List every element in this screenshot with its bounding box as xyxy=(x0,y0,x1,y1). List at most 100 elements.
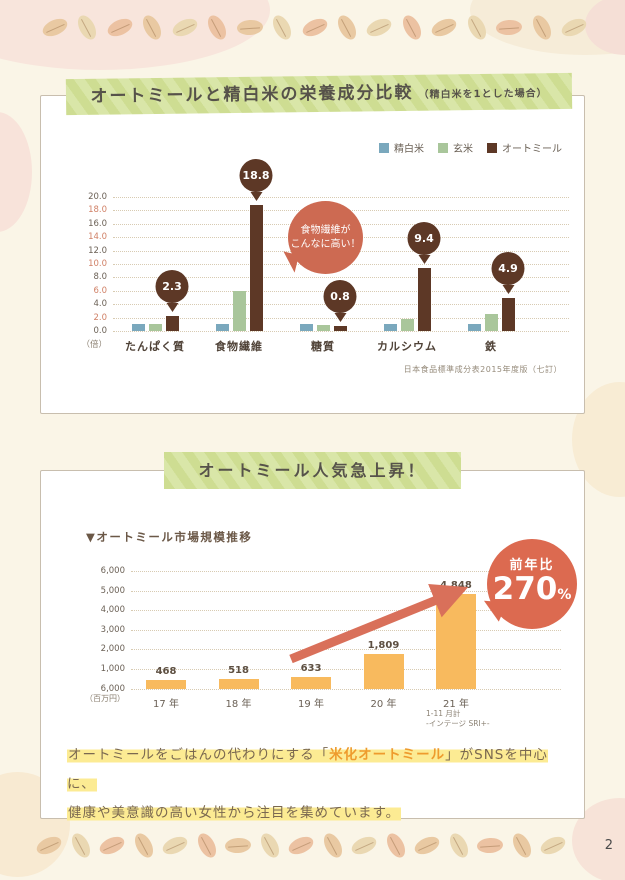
x-axis-label: 21 年 xyxy=(443,699,469,710)
bar-group-17 年: 468 17 年 xyxy=(130,571,202,710)
grain-icon xyxy=(429,14,460,40)
bar-group-たんぱく質: 2.3 たんぱく質 xyxy=(113,197,197,353)
y-tick-label: 4,000 xyxy=(100,605,125,616)
legend-label: 玄米 xyxy=(453,144,473,155)
category-label: 鉄 xyxy=(485,340,497,353)
bar-玄米 xyxy=(232,290,246,331)
chart2-y-axis: 6,000 5,000 4,000 3,000 2,000 1,000 6,000 xyxy=(41,566,125,694)
x-axis-label: 17 年 xyxy=(153,699,179,710)
nutrition-banner-subtitle: （精白米を1とした場合） xyxy=(418,88,548,101)
oat-grain-border-top xyxy=(40,12,589,42)
popularity-banner: オートミール人気急上昇！ xyxy=(164,452,461,489)
market-bar: 4,848 xyxy=(436,580,476,689)
gridline xyxy=(131,571,561,572)
grain-icon xyxy=(349,832,379,858)
bar-group-食物繊維: 18.8 食物繊維 xyxy=(197,159,281,353)
bar-オートミール: 4.9 xyxy=(491,252,525,331)
nutrition-panel: 精白米 玄米 オートミール 20.0 18.0 16.0 14.0 12.0 10.0 8.… xyxy=(40,95,585,414)
bar-value-label: 518 xyxy=(228,664,249,676)
y-tick-label: 3,000 xyxy=(100,624,125,635)
background-blob xyxy=(0,112,32,232)
legend-item-oatmeal: オートミール xyxy=(487,140,562,155)
grain-icon xyxy=(193,830,220,860)
bar-オートミール: 0.8 xyxy=(323,279,357,331)
y-tick-label: 0.0 xyxy=(93,326,107,336)
y-tick-label: 6.0 xyxy=(93,285,107,296)
bar-精白米 xyxy=(299,324,313,331)
grain-icon xyxy=(559,14,589,40)
bar-精白米 xyxy=(383,324,397,331)
gridline xyxy=(113,331,569,332)
grain-icon xyxy=(256,830,283,860)
market-bar: 468 xyxy=(146,666,186,689)
grain-icon xyxy=(445,830,472,860)
grain-icon xyxy=(476,836,504,854)
grain-icon xyxy=(508,830,535,860)
grain-icon xyxy=(334,12,360,42)
chart2-title: ▼オートミール市場規模推移 xyxy=(86,530,253,544)
bar-group-21 年: 4,848 21 年 1-11 月計 -インテージ SRI+- xyxy=(420,571,492,728)
grain-icon xyxy=(34,832,64,858)
bar-玄米 xyxy=(316,325,330,331)
bar-精白米 xyxy=(215,324,229,331)
yoy-badge-value: 270% xyxy=(492,571,572,607)
gridline xyxy=(131,669,561,670)
grain-icon xyxy=(160,832,190,858)
caption-line1: オートミールをごはんの代わりにする「米化オートミール」がSNSを中心に、 xyxy=(67,746,548,792)
value-bubble: 0.8 xyxy=(323,279,357,313)
grain-icon xyxy=(399,12,425,42)
y-tick-label: 5,000 xyxy=(100,585,125,596)
x-axis-label: 19 年 xyxy=(298,699,324,710)
grain-icon xyxy=(538,832,568,858)
bar-玄米 xyxy=(400,318,414,331)
market-bar: 518 xyxy=(218,665,259,689)
y-tick-label: 6,000 xyxy=(100,566,125,576)
bar-value-label: 633 xyxy=(300,662,322,674)
gridline xyxy=(113,197,569,198)
callout-line2: こんなに高い！ xyxy=(290,239,361,250)
grain-icon xyxy=(139,12,166,42)
chart1-legend: 精白米 玄米 オートミール xyxy=(379,140,562,155)
market-bar: 1,809 xyxy=(363,640,404,689)
grain-icon xyxy=(319,830,346,860)
value-bubble: 18.8 xyxy=(239,159,273,192)
grain-icon xyxy=(412,832,442,858)
bar-玄米 xyxy=(148,323,162,331)
bar-group-糖質: 0.8 糖質 xyxy=(281,197,365,353)
grain-icon xyxy=(67,830,94,860)
caption-highlight-term: 米化オートミール xyxy=(329,746,446,763)
grain-icon xyxy=(299,14,330,40)
grain-icon xyxy=(224,836,252,854)
grain-icon xyxy=(204,12,230,42)
grain-icon xyxy=(104,14,135,40)
chart1-source-note: 日本食品標準成分表2015年度版（七訂） xyxy=(403,365,562,374)
bar-精白米 xyxy=(467,324,481,331)
grain-icon xyxy=(286,832,316,858)
bar-group-カルシウム: 9.4 カルシウム xyxy=(365,197,449,353)
value-bubble: 2.3 xyxy=(155,269,189,303)
market-bar: 633 xyxy=(291,663,331,689)
callout-line1: 食物繊維が xyxy=(300,225,351,236)
value-bubble: 9.4 xyxy=(407,222,441,255)
legend-item-brown-rice: 玄米 xyxy=(438,140,473,155)
grain-icon xyxy=(236,18,264,36)
category-label: たんぱく質 xyxy=(125,340,185,353)
gridline xyxy=(131,688,561,690)
yoy-badge: 前年比 270% xyxy=(487,539,577,629)
grain-icon xyxy=(382,830,409,860)
bar-精白米 xyxy=(131,324,145,331)
oatmeal-swatch-icon xyxy=(487,142,497,153)
x-axis-label: 18 年 xyxy=(225,699,252,710)
grain-icon xyxy=(40,14,70,40)
grain-icon xyxy=(364,14,395,40)
bar-玄米 xyxy=(484,313,498,331)
y-tick-label: 20.0 xyxy=(88,192,107,202)
grain-icon xyxy=(130,830,157,860)
chart2-unit-label: （百万円） xyxy=(85,694,125,703)
y-tick-label: 1,000 xyxy=(100,664,125,674)
category-label: 食物繊維 xyxy=(215,340,263,353)
legend-label: 精白米 xyxy=(394,144,424,155)
bar-group-鉄: 4.9 鉄 xyxy=(449,197,533,353)
